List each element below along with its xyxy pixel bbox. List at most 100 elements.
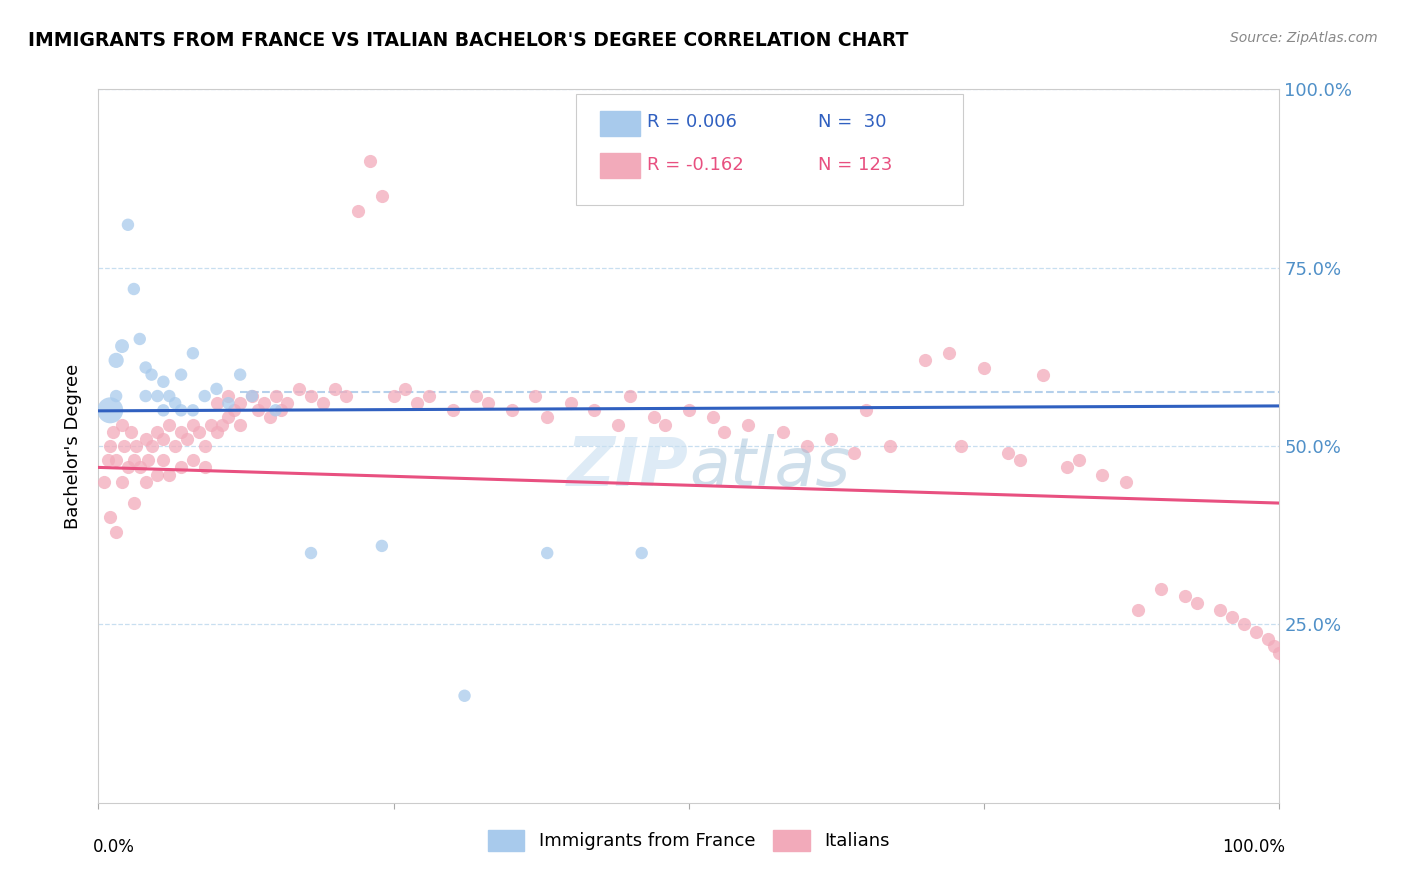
Point bbox=[938, 346, 960, 360]
Point bbox=[312, 396, 335, 410]
Point bbox=[1351, 717, 1374, 731]
Point bbox=[224, 403, 246, 417]
Point bbox=[536, 410, 558, 425]
Point bbox=[135, 432, 157, 446]
Point bbox=[299, 546, 322, 560]
Text: 0.0%: 0.0% bbox=[93, 838, 135, 856]
Point bbox=[170, 460, 193, 475]
Point bbox=[253, 396, 276, 410]
Point bbox=[1316, 696, 1339, 710]
Point bbox=[1056, 460, 1078, 475]
Point bbox=[128, 332, 150, 346]
Point bbox=[359, 153, 381, 168]
Point bbox=[181, 417, 204, 432]
Point bbox=[949, 439, 972, 453]
Point bbox=[259, 410, 281, 425]
Point bbox=[654, 417, 676, 432]
Point bbox=[335, 389, 357, 403]
Point bbox=[772, 425, 794, 439]
Point bbox=[152, 432, 174, 446]
Point bbox=[121, 425, 143, 439]
Point bbox=[105, 524, 128, 539]
Point bbox=[98, 510, 121, 524]
Text: N =  30: N = 30 bbox=[818, 113, 887, 131]
Point bbox=[105, 453, 128, 467]
Point bbox=[1008, 453, 1031, 467]
Point bbox=[1286, 667, 1309, 681]
Point bbox=[136, 453, 159, 467]
Point bbox=[128, 460, 150, 475]
Point bbox=[1327, 703, 1350, 717]
Point bbox=[181, 403, 204, 417]
Text: R = -0.162: R = -0.162 bbox=[647, 156, 744, 174]
Point bbox=[643, 410, 665, 425]
Point bbox=[276, 396, 298, 410]
Text: IMMIGRANTS FROM FRANCE VS ITALIAN BACHELOR'S DEGREE CORRELATION CHART: IMMIGRANTS FROM FRANCE VS ITALIAN BACHEL… bbox=[28, 31, 908, 50]
Point bbox=[105, 353, 128, 368]
Point bbox=[97, 453, 120, 467]
Point bbox=[1303, 689, 1326, 703]
Point bbox=[1279, 660, 1302, 674]
Point bbox=[1298, 681, 1320, 696]
Point bbox=[1209, 603, 1232, 617]
Point bbox=[152, 453, 174, 467]
Point bbox=[146, 467, 169, 482]
Point bbox=[524, 389, 547, 403]
Point bbox=[205, 425, 228, 439]
Point bbox=[93, 475, 115, 489]
Point bbox=[152, 403, 174, 417]
Point bbox=[914, 353, 936, 368]
Point bbox=[170, 425, 193, 439]
Point bbox=[146, 389, 169, 403]
Point bbox=[406, 396, 429, 410]
Point bbox=[101, 425, 124, 439]
Point bbox=[560, 396, 582, 410]
Point bbox=[135, 360, 157, 375]
Text: 100.0%: 100.0% bbox=[1222, 838, 1285, 856]
Legend: Immigrants from France, Italians: Immigrants from France, Italians bbox=[481, 822, 897, 858]
Point bbox=[299, 389, 322, 403]
Point bbox=[796, 439, 818, 453]
Point bbox=[855, 403, 877, 417]
Point bbox=[453, 689, 475, 703]
Point bbox=[98, 439, 121, 453]
Point bbox=[170, 403, 193, 417]
Point bbox=[1292, 674, 1315, 689]
Point bbox=[264, 389, 287, 403]
Point bbox=[135, 389, 157, 403]
Point bbox=[418, 389, 440, 403]
Text: R = 0.006: R = 0.006 bbox=[647, 113, 737, 131]
Point bbox=[619, 389, 641, 403]
Point bbox=[1386, 739, 1406, 753]
Point bbox=[1263, 639, 1285, 653]
Point bbox=[1150, 582, 1173, 596]
Point bbox=[323, 382, 346, 396]
Point bbox=[879, 439, 901, 453]
Point bbox=[501, 403, 523, 417]
Point bbox=[820, 432, 842, 446]
Point bbox=[141, 439, 163, 453]
Text: Source: ZipAtlas.com: Source: ZipAtlas.com bbox=[1230, 31, 1378, 45]
Point bbox=[181, 453, 204, 467]
Point bbox=[1126, 603, 1149, 617]
Text: atlas: atlas bbox=[689, 434, 851, 500]
Point bbox=[112, 439, 135, 453]
Point bbox=[122, 453, 145, 467]
Point bbox=[347, 203, 370, 218]
Point bbox=[181, 346, 204, 360]
Point bbox=[217, 396, 239, 410]
Point bbox=[264, 403, 287, 417]
Point bbox=[98, 403, 121, 417]
Point bbox=[187, 425, 209, 439]
Point bbox=[135, 475, 157, 489]
Point bbox=[205, 396, 228, 410]
Point bbox=[117, 460, 139, 475]
Point bbox=[165, 439, 187, 453]
Point bbox=[157, 417, 180, 432]
Point bbox=[630, 546, 652, 560]
Point bbox=[1268, 646, 1291, 660]
Point bbox=[111, 475, 134, 489]
Point bbox=[1174, 589, 1197, 603]
Point bbox=[122, 496, 145, 510]
Point bbox=[146, 425, 169, 439]
